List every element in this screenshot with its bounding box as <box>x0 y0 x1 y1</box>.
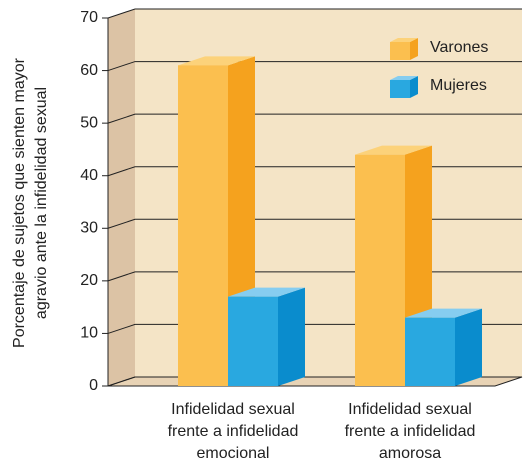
x-tick-label: Infidelidad sexual <box>171 401 295 418</box>
bar <box>355 154 405 386</box>
y-tick-label: 20 <box>80 272 98 289</box>
legend-swatch-side <box>410 76 418 98</box>
legend-swatch <box>390 80 410 98</box>
y-tick-label: 10 <box>80 325 98 342</box>
legend-label: Varones <box>430 39 488 56</box>
y-axis-label: agravio ante la infidelidad sexual <box>33 87 50 319</box>
legend-swatch-side <box>410 38 418 60</box>
grid-line <box>107 8 522 19</box>
x-tick-label: Infidelidad sexual <box>348 401 472 418</box>
y-tick-label: 30 <box>80 220 98 237</box>
legend-label: Mujeres <box>430 77 487 94</box>
y-axis-label: Porcentaje de sujetos que sienten mayor <box>11 57 28 348</box>
y-tick-label: 0 <box>89 377 98 394</box>
grid-line <box>107 113 522 124</box>
y-tick-label: 50 <box>80 114 98 131</box>
bar <box>228 296 278 386</box>
x-tick-label: frente a infidelidad <box>345 423 476 440</box>
legend-swatch-top <box>390 38 418 42</box>
grid-line <box>107 61 522 72</box>
bar-side <box>278 287 305 386</box>
y-tick-label: 40 <box>80 167 98 184</box>
y-tick-label: 60 <box>80 62 98 79</box>
bar <box>178 65 228 387</box>
left-wall <box>108 9 135 386</box>
x-tick-label: amorosa <box>379 445 441 462</box>
legend-swatch <box>390 42 410 60</box>
legend-swatch-top <box>390 76 418 80</box>
bar <box>405 317 455 386</box>
bar-side <box>455 308 482 386</box>
bar-top <box>355 145 432 155</box>
x-tick-label: emocional <box>197 445 270 462</box>
x-tick-label: frente a infidelidad <box>168 423 299 440</box>
bar-top <box>228 287 305 297</box>
bar-top <box>405 308 482 318</box>
bar-top <box>178 56 255 66</box>
y-tick-label: 70 <box>80 9 98 26</box>
